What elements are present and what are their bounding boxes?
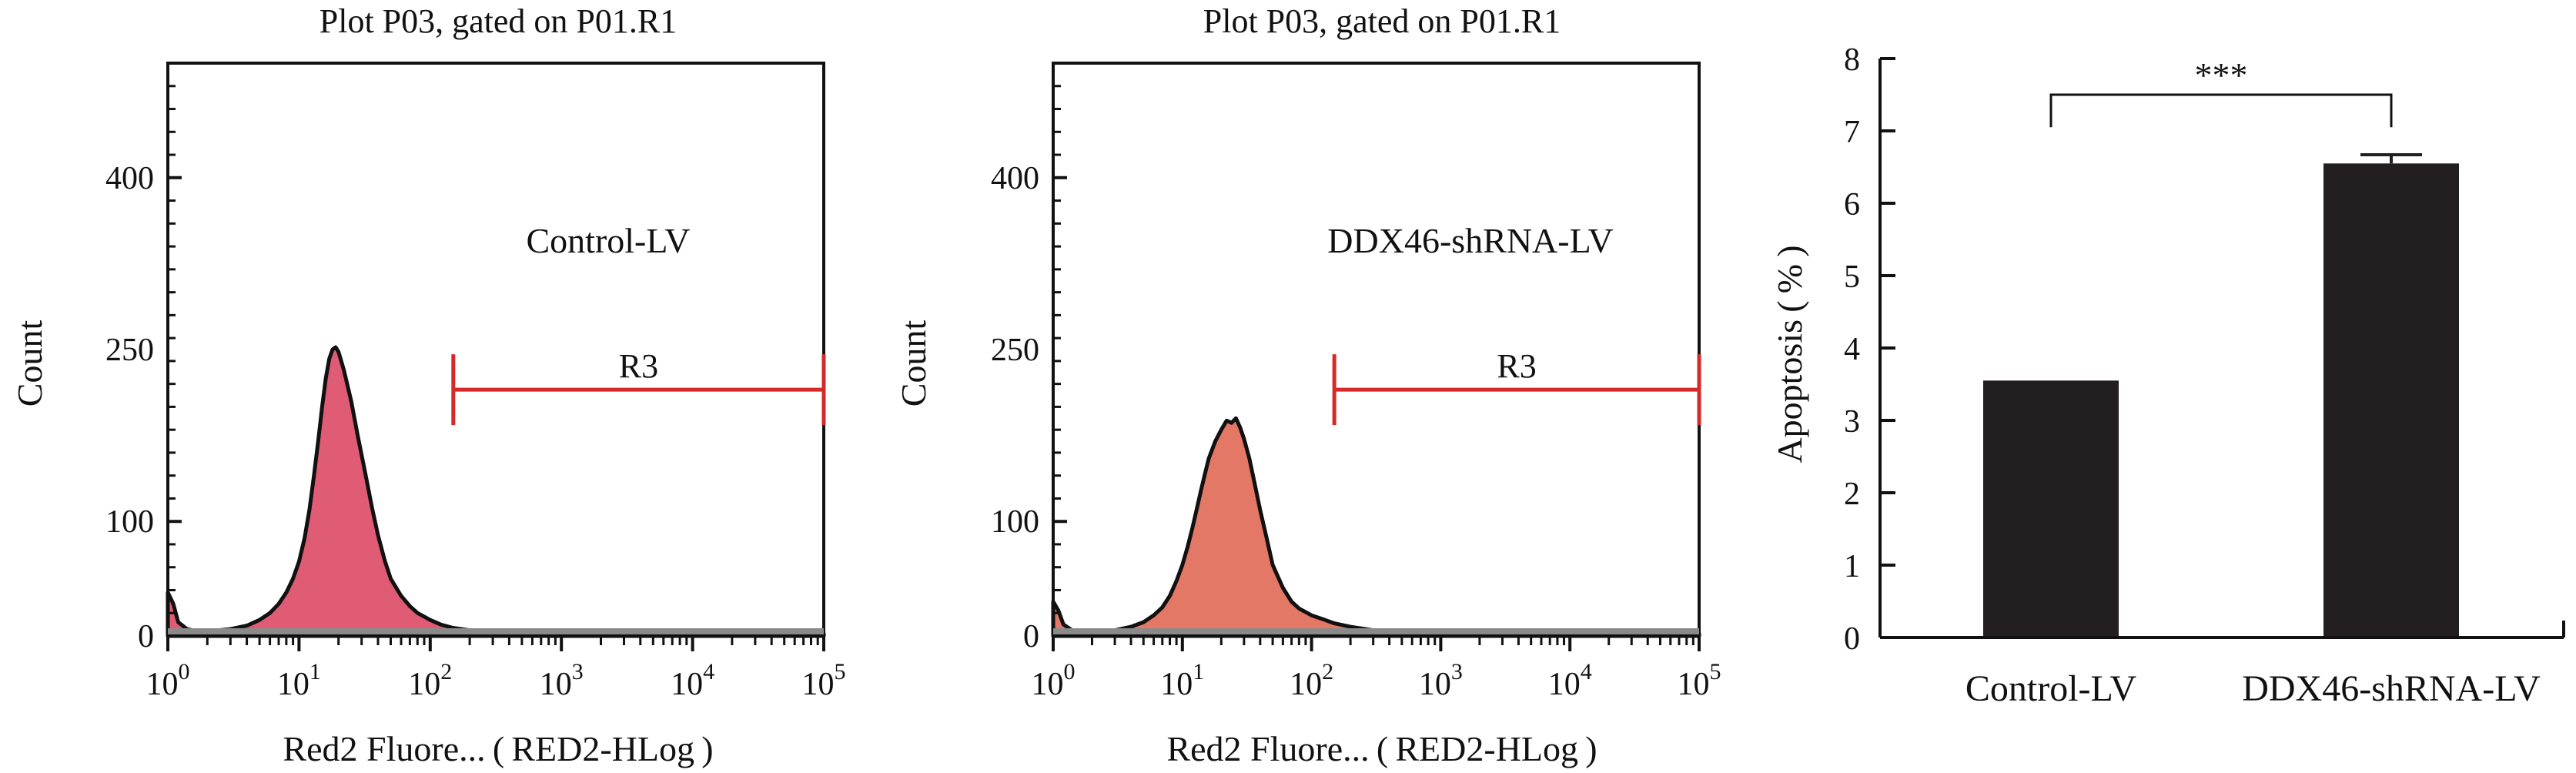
axes-frame <box>166 62 825 651</box>
x-axis-label: Red2 Fluore... ( RED2-HLog ) <box>283 729 713 768</box>
histogram-panel-control: Plot P03, gated on P01.R1 Count Red2 Flu… <box>10 2 846 768</box>
panel-title: Plot P03, gated on P01.R1 <box>319 2 677 40</box>
gate-label: R3 <box>619 347 658 385</box>
x-tick-label: 105 <box>802 659 846 702</box>
baseline-band <box>168 628 824 634</box>
category-label: Control-LV <box>1965 668 2137 709</box>
y-tick-labels: 0 100 250 400 <box>991 161 1039 654</box>
significance-bracket <box>2049 93 2393 128</box>
bar-1 <box>1983 380 2119 637</box>
y-tick-label: 0 <box>138 619 154 654</box>
y-tick-label: 100 <box>105 504 154 540</box>
y-tick-label: 250 <box>991 333 1039 368</box>
bars <box>1983 163 2459 638</box>
y-axis-label: Count <box>894 320 933 407</box>
sample-annotation: DDX46-shRNA-LV <box>1327 221 1613 260</box>
y-tick-label: 3 <box>1844 404 1860 440</box>
y-tick-label: 0 <box>1844 621 1860 657</box>
x-tick-label: 101 <box>277 659 321 702</box>
x-tick-label: 102 <box>1290 659 1333 702</box>
x-axis-label: Red2 Fluore... ( RED2-HLog ) <box>1166 729 1597 768</box>
y-tick-label: 6 <box>1844 187 1860 223</box>
error-bars <box>2360 153 2422 164</box>
y-tick-label: 250 <box>105 333 154 368</box>
x-tick-labels: 100 101 102 103 104 105 <box>1032 659 1721 702</box>
gate-r3: R3 <box>451 347 826 426</box>
y-tick-label: 7 <box>1844 115 1860 150</box>
x-tick-label: 104 <box>671 659 714 702</box>
significance-label: *** <box>2195 55 2248 95</box>
axes <box>1878 57 2565 639</box>
x-tick-label: 100 <box>146 659 190 702</box>
y-tick-label: 1 <box>1844 549 1860 584</box>
apoptosis-bar-panel: Apoptosis ( % ) 0 1 2 3 4 5 6 7 8 Control-LV DDX4… <box>1770 42 2565 709</box>
histogram-panel-ddx46: Plot P03, gated on P01.R1 Count Red2 Flu… <box>894 2 1721 768</box>
x-tick-label: 100 <box>1032 659 1076 702</box>
gate-label: R3 <box>1497 347 1536 385</box>
x-tick-label: 103 <box>540 659 584 702</box>
panel-title: Plot P03, gated on P01.R1 <box>1203 2 1561 40</box>
y-tick-label: 8 <box>1844 42 1860 78</box>
sample-annotation: Control-LV <box>527 221 691 260</box>
y-axis-label: Count <box>10 320 49 407</box>
plot-frame <box>1052 62 1701 637</box>
x-tick-labels: 100 101 102 103 104 105 <box>146 659 846 702</box>
y-tick-label: 5 <box>1844 259 1860 295</box>
y-tick-label: 400 <box>105 161 154 196</box>
x-tick-label: 103 <box>1419 659 1463 702</box>
baseline-band <box>1053 628 1699 634</box>
y-tick-labels: 0 100 250 400 <box>105 161 154 654</box>
plot-frame <box>166 62 825 637</box>
category-labels: Control-LV DDX46-shRNA-LV <box>1965 668 2541 709</box>
y-tick-labels: 0 1 2 3 4 5 6 7 8 <box>1844 42 1860 657</box>
x-tick-label: 101 <box>1160 659 1204 702</box>
y-tick-label: 100 <box>991 504 1039 540</box>
axes-frame <box>1052 62 1701 651</box>
x-tick-label: 102 <box>408 659 452 702</box>
y-axis-label: Apoptosis ( % ) <box>1770 245 1809 463</box>
bar-2 <box>2323 163 2459 638</box>
category-label: DDX46-shRNA-LV <box>2242 668 2541 709</box>
gate-r3: R3 <box>1332 347 1701 426</box>
y-tick-label: 2 <box>1844 477 1860 512</box>
histogram-area <box>1051 416 1701 638</box>
y-tick-label: 400 <box>991 161 1039 196</box>
x-tick-label: 104 <box>1548 659 1592 702</box>
y-tick-label: 0 <box>1023 619 1039 654</box>
y-tick-label: 4 <box>1844 332 1860 367</box>
x-tick-label: 105 <box>1678 659 1721 702</box>
